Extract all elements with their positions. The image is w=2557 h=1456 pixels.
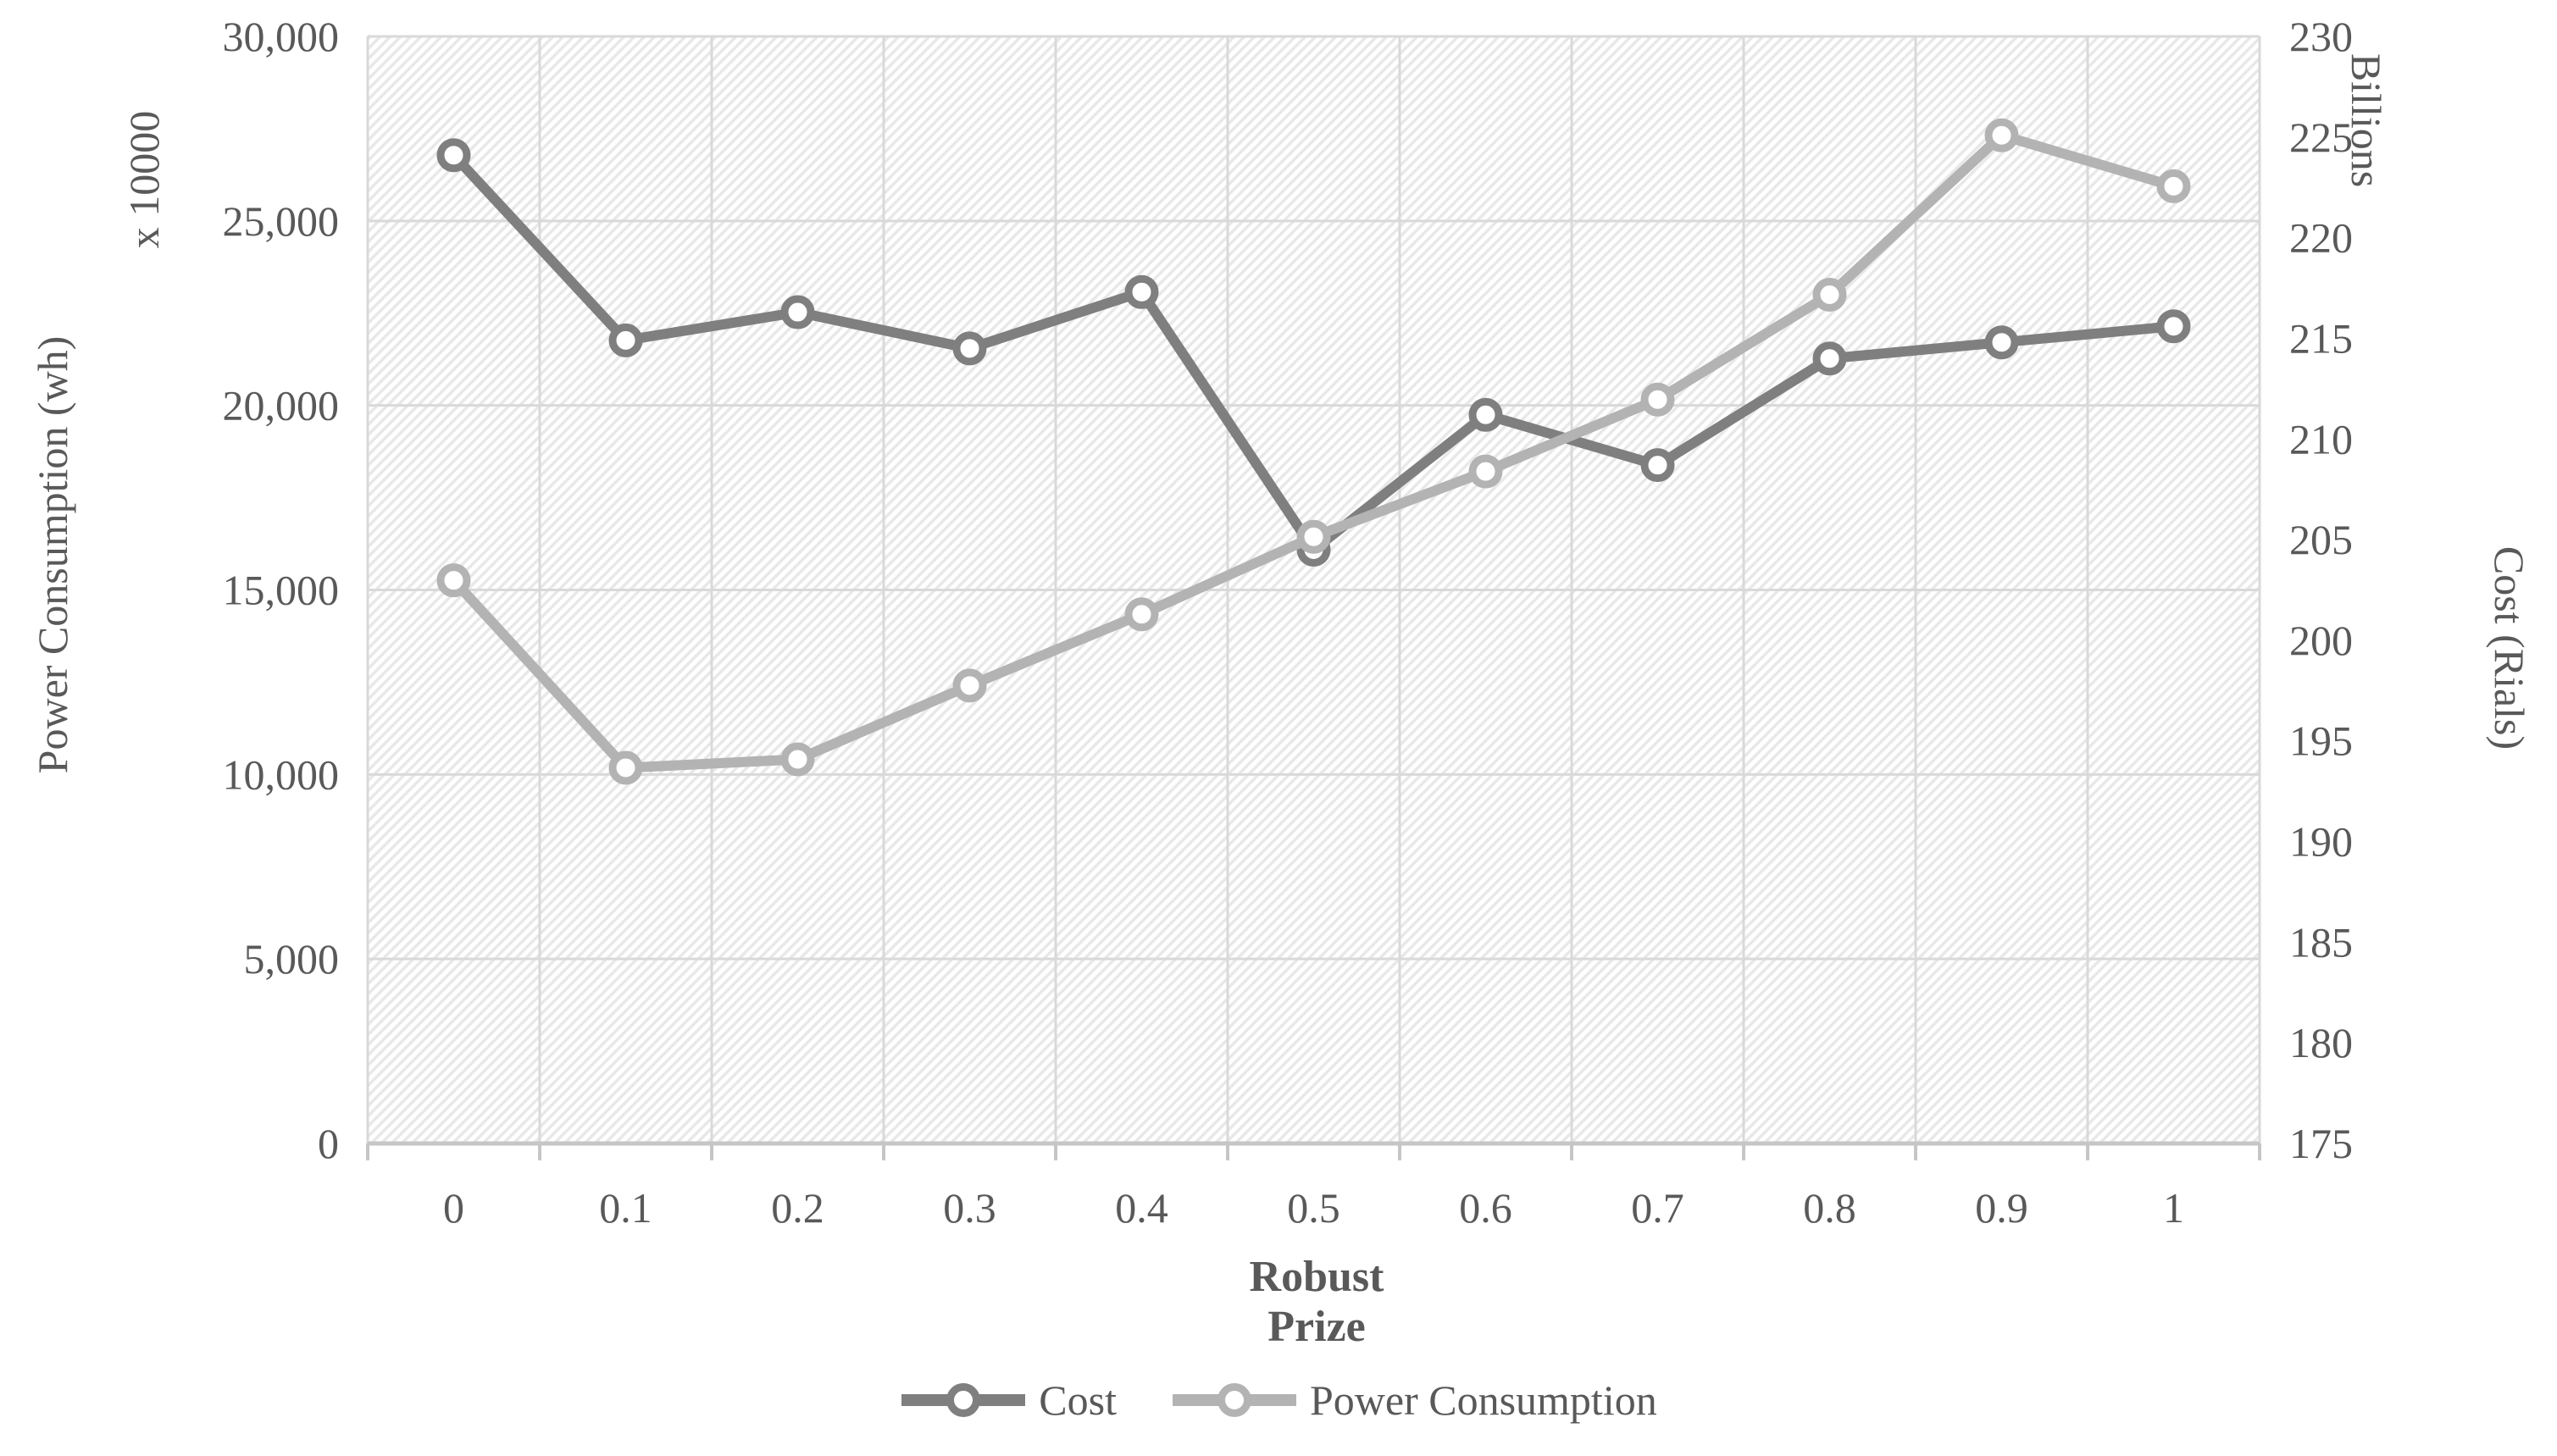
x-axis-tick-label: 0.8 [1803,1184,1856,1232]
cost-marker [952,331,987,366]
x-axis-tick-label: 0.9 [1975,1184,2028,1232]
x-axis-tick-label: 0 [443,1184,464,1232]
right-axis-tick-label: 195 [2289,717,2353,765]
legend-label-cost: Cost [1039,1376,1117,1424]
power-consumption-marker [1640,382,1675,417]
x-axis-title: Robust Prize [1249,1253,1384,1351]
right-axis-unit-label: Billions [2343,53,2390,188]
power-consumption-marker [608,750,643,785]
right-axis-tick-label: 175 [2289,1120,2353,1167]
power-consumption-marker [436,563,471,598]
right-axis-tick-label: 185 [2289,918,2353,966]
left-axis-tick-label: 30,000 [223,13,340,60]
cost-legend-marker [901,1383,1026,1417]
x-axis-tick-label: 0.6 [1459,1184,1512,1232]
right-axis-tick-label: 210 [2289,415,2353,462]
power-consumption-legend-marker [1172,1383,1296,1417]
cost-marker [1468,397,1503,432]
right-axis-tick-label: 230 [2289,13,2353,60]
cost-marker [436,138,471,173]
left-axis-tick-label: 10,000 [223,750,340,798]
cost-marker [1984,325,2019,360]
power-consumption-marker [1984,118,2019,152]
cost-marker [1124,274,1159,309]
cost-marker [1640,448,1675,483]
right-axis-tick-label: 205 [2289,516,2353,563]
left-axis-tick-label: 5,000 [244,935,340,983]
power-consumption-marker [2156,169,2191,203]
legend: Cost Power Consumption [0,1376,2557,1425]
power-consumption-marker [1124,597,1159,632]
power-consumption-marker [1812,277,1847,312]
left-axis-tick-label: 15,000 [223,567,340,614]
right-axis-tick-label: 200 [2289,617,2353,664]
right-axis-tick-label: 190 [2289,818,2353,866]
left-axis-unit-label: x 10000 [120,110,168,249]
cost-marker [2156,309,2191,344]
x-axis-tick-label: 0.2 [771,1184,824,1232]
x-axis-tick-label: 0.1 [599,1184,652,1232]
power-consumption-marker [952,668,987,703]
left-axis-tick-label: 0 [318,1120,339,1167]
right-axis-tick-label: 225 [2289,113,2353,161]
x-axis-tick-label: 1 [2163,1184,2184,1232]
power-consumption-marker [1468,454,1503,489]
left-axis-title: Power Consumption (wh) [29,335,76,774]
x-axis-tick-label: 0.3 [943,1184,996,1232]
legend-item-power-consumption[interactable]: Power Consumption [1171,1376,1657,1425]
cost-marker [608,323,643,357]
right-axis-title: Cost (Rials) [2486,545,2533,750]
right-axis-tick-label: 180 [2289,1019,2353,1066]
cost-marker [1812,341,1847,376]
x-axis-tick-label: 0.5 [1287,1184,1340,1232]
power-consumption-marker [780,742,815,777]
right-axis-tick-label: 220 [2289,214,2353,262]
legend-item-cost[interactable]: Cost [900,1376,1117,1425]
legend-label-power-consumption: Power Consumption [1309,1376,1657,1424]
x-axis-tick-label: 0.4 [1115,1184,1168,1232]
cost-marker [780,295,815,329]
x-axis-tick-label: 0.7 [1631,1184,1684,1232]
right-axis-tick-label: 215 [2289,314,2353,362]
power-consumption-marker [1296,519,1331,554]
left-axis-tick-label: 25,000 [223,197,340,245]
left-axis-tick-label: 20,000 [223,382,340,429]
